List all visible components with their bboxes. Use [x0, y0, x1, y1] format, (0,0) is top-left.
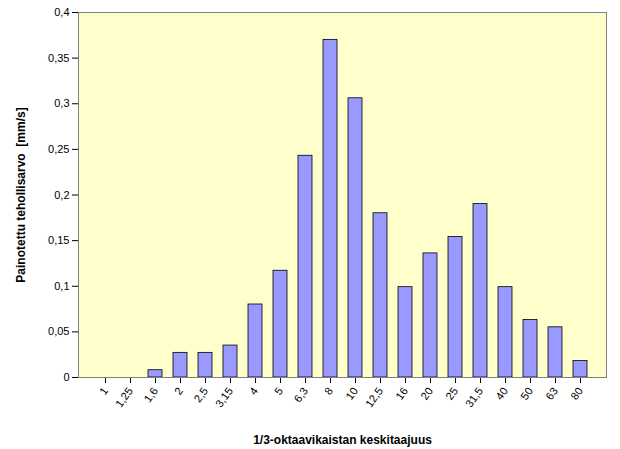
svg-text:0,05: 0,05 — [48, 325, 69, 337]
svg-text:2: 2 — [172, 385, 185, 397]
svg-text:0,25: 0,25 — [48, 143, 69, 155]
svg-text:16: 16 — [393, 385, 410, 402]
svg-text:0,3: 0,3 — [54, 97, 69, 109]
svg-text:0,1: 0,1 — [54, 280, 69, 292]
svg-text:3,15: 3,15 — [213, 385, 235, 409]
svg-text:31,5: 31,5 — [463, 385, 485, 409]
svg-text:10: 10 — [343, 385, 360, 402]
svg-text:2,5: 2,5 — [191, 385, 210, 404]
svg-text:6,3: 6,3 — [291, 385, 310, 404]
svg-text:1,6: 1,6 — [141, 385, 160, 404]
svg-text:Painotettu tehollisarvo [mm/s: Painotettu tehollisarvo [mm/s] — [14, 107, 28, 282]
svg-text:20: 20 — [418, 385, 435, 402]
svg-text:1,25: 1,25 — [113, 385, 135, 409]
svg-text:0,35: 0,35 — [48, 52, 69, 64]
svg-text:4: 4 — [247, 385, 260, 397]
svg-text:0: 0 — [63, 371, 69, 383]
svg-text:0,4: 0,4 — [54, 6, 69, 18]
svg-text:12,5: 12,5 — [363, 385, 385, 409]
svg-text:0,15: 0,15 — [48, 234, 69, 246]
svg-text:8: 8 — [322, 385, 335, 397]
svg-text:25: 25 — [443, 385, 460, 402]
svg-text:5: 5 — [272, 385, 285, 397]
svg-text:1/3-oktaavikaistan keskitaajuu: 1/3-oktaavikaistan keskitaajuus — [253, 433, 432, 447]
svg-text:63: 63 — [543, 385, 560, 402]
svg-text:80: 80 — [568, 385, 585, 402]
svg-text:0,2: 0,2 — [54, 189, 69, 201]
svg-text:50: 50 — [518, 385, 535, 402]
svg-text:1: 1 — [97, 385, 110, 397]
svg-text:40: 40 — [493, 385, 510, 402]
